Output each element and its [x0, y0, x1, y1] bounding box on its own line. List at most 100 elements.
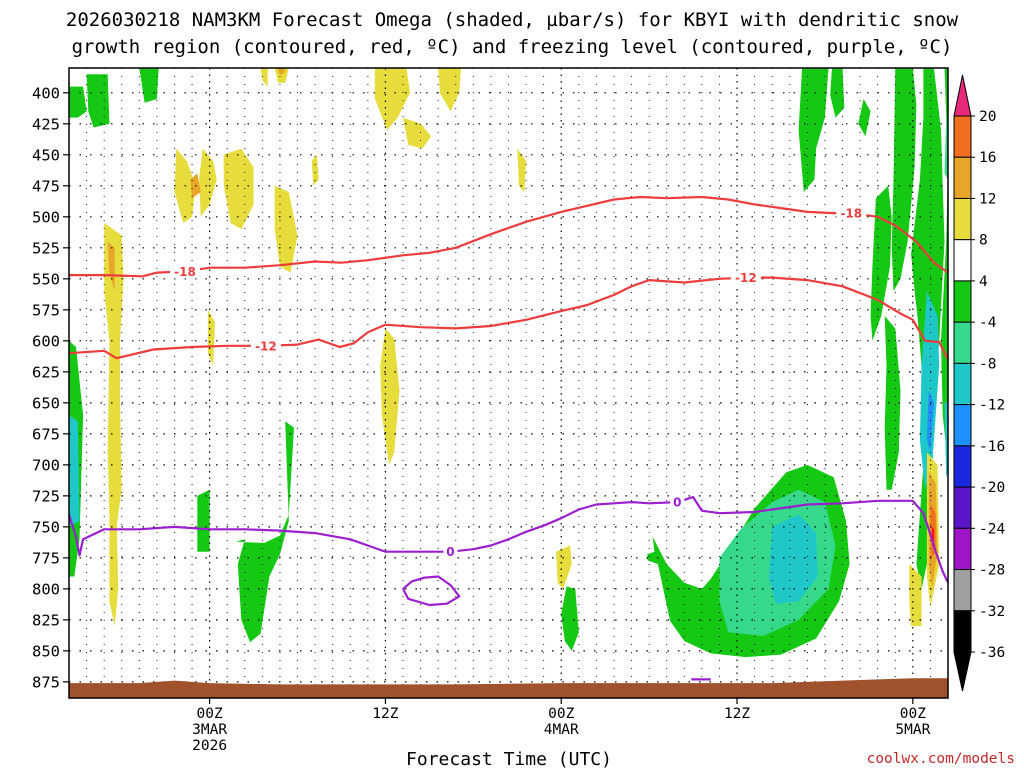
- x-tick-label: 00Z: [900, 706, 926, 722]
- chart-title-line-1: 2026030218 NAM3KM Forecast Omega (shaded…: [66, 9, 959, 31]
- colorbar-swatch: [953, 445, 972, 488]
- colorbar-bottom-arrow: [953, 651, 972, 692]
- omega-region-cyan: [69, 415, 80, 527]
- plot-area: -18 -18 -12 -12 0 0: [68, 67, 949, 699]
- colorbar-label: -16: [979, 439, 1005, 455]
- x-tick-label: 00Z: [548, 706, 574, 722]
- contour-label-bg: [730, 270, 761, 285]
- omega-region-yellow: [260, 68, 268, 87]
- y-tick-label: 750: [32, 518, 60, 536]
- contour-minus-12: [69, 276, 948, 360]
- y-tick-label: 625: [32, 363, 60, 381]
- colorbar-label: 12: [979, 191, 996, 207]
- omega-region-yellow: [274, 185, 298, 273]
- y-tick-label: 475: [32, 177, 60, 195]
- omega-region-green: [197, 489, 210, 552]
- y-tick-label: 850: [32, 642, 60, 660]
- chart-title-line-2: growth region (contoured, red, ºC) and f…: [72, 36, 953, 58]
- terrain-ground: [69, 678, 948, 698]
- y-tick-label: 450: [32, 146, 60, 164]
- colorbar-swatch: [953, 404, 972, 447]
- omega-region-green_teal: [944, 117, 948, 180]
- colorbar-swatch: [953, 321, 972, 364]
- colorbar-label: -36: [979, 645, 1005, 661]
- y-tick-label: 575: [32, 301, 60, 319]
- y-tick-label: 400: [32, 84, 60, 102]
- colorbar-swatch: [953, 527, 972, 571]
- y-tick-label: 675: [32, 425, 60, 443]
- omega-region-green: [69, 86, 87, 118]
- omega-region-green: [798, 68, 829, 192]
- omega-region-blue: [926, 390, 934, 453]
- y-tick-label: 775: [32, 549, 60, 567]
- omega-region-yellow: [207, 309, 215, 366]
- colorbar-swatch: [953, 486, 972, 529]
- x-tick-label: 3MAR: [192, 722, 227, 738]
- contour-label: -12: [735, 271, 757, 285]
- colorbar-label: -28: [979, 563, 1005, 579]
- colorbar-top-arrow: [953, 74, 972, 117]
- contour-label-bg: [670, 495, 685, 510]
- colorbar-label: 16: [979, 150, 996, 166]
- x-tick-label: 4MAR: [544, 722, 579, 738]
- x-tick-label: 12Z: [724, 706, 750, 722]
- colorbar-swatch: [953, 569, 972, 612]
- plot-frame: [68, 67, 949, 699]
- omega-region-yellow: [199, 148, 217, 217]
- colorbar-label: -24: [979, 521, 1005, 537]
- omega-region-yellow: [109, 502, 119, 627]
- colorbar-label: -32: [979, 604, 1005, 620]
- y-tick-label: 700: [32, 456, 60, 474]
- contour-lines: -18 -18 -12 -12 0 0: [69, 195, 948, 681]
- colorbar-swatch: [953, 156, 972, 199]
- omega-region-yellow: [274, 68, 289, 83]
- colorbar-swatch: [953, 280, 972, 323]
- omega-region-green: [139, 68, 159, 103]
- omega-region-green: [941, 68, 948, 465]
- omega-region-yellow: [223, 148, 254, 230]
- x-tick-label: 12Z: [372, 706, 398, 722]
- colorbar-swatch: [953, 197, 972, 241]
- colorbar-swatch: [953, 115, 972, 158]
- omega-region-green: [858, 99, 871, 137]
- omega-region-green: [561, 586, 579, 651]
- contour-0: [69, 496, 948, 584]
- y-tick-label: 875: [32, 673, 60, 691]
- contour-label-bg: [250, 338, 281, 353]
- source-credit: coolwx.com/models: [867, 751, 1015, 767]
- colorbar-swatch: [953, 362, 972, 406]
- omega-region-cyan: [944, 402, 948, 478]
- omega-region-yellow: [438, 68, 461, 112]
- omega-region-green: [870, 185, 892, 341]
- x-tick-label: 5MAR: [895, 722, 930, 738]
- omega-region-yellow: [556, 545, 572, 589]
- contour-label: -18: [840, 207, 862, 221]
- contour-label-bg: [443, 544, 458, 559]
- contour-label: -18: [174, 265, 196, 279]
- contour-label-bg: [170, 264, 201, 279]
- y-tick-label: 500: [32, 208, 60, 226]
- x-tick-label: 00Z: [197, 706, 223, 722]
- omega-region-yellow: [380, 328, 400, 465]
- contour-label: 0: [446, 545, 454, 559]
- omega-region-yellow: [517, 148, 527, 192]
- contour-label: 0: [673, 496, 681, 510]
- omega-region-green: [884, 316, 901, 490]
- omega-region-yellow: [374, 68, 411, 130]
- y-tick-label: 425: [32, 115, 60, 133]
- y-tick-label: 825: [32, 611, 60, 629]
- colorbar-label: 8: [979, 233, 988, 249]
- contour-0: [402, 575, 461, 607]
- color-scale-bar: 20 16 12 8 4 -4 -8 -12 -16 -20 -24 -28 -32 -36: [953, 74, 1005, 692]
- colorbar-label: -20: [979, 480, 1005, 496]
- y-tick-label: 800: [32, 580, 60, 598]
- omega-region-yellow: [311, 154, 319, 186]
- x-axis-title: Forecast Time (UTC): [406, 749, 612, 768]
- colorbar-label: -4: [979, 315, 997, 331]
- omega-region-green: [86, 74, 110, 128]
- x-tick-label: 2026: [192, 738, 227, 754]
- y-tick-label: 550: [32, 270, 60, 288]
- omega-region-yellow: [909, 564, 922, 627]
